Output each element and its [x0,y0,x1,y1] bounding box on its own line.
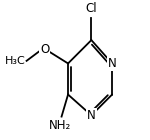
Text: Cl: Cl [85,3,97,16]
Text: N: N [87,109,96,122]
Text: O: O [40,43,49,56]
Text: N: N [108,57,117,70]
Text: H₃C: H₃C [4,56,25,66]
Text: NH₂: NH₂ [49,119,71,132]
